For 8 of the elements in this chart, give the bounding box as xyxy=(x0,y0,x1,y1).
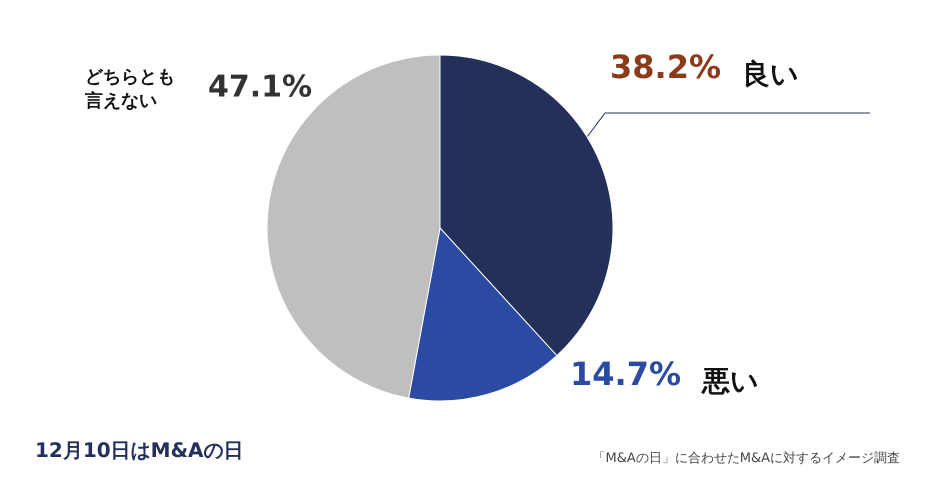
slice-label: 良い xyxy=(742,58,799,90)
slice-label: どちらとも言えない xyxy=(84,66,175,112)
slice-label: 悪い xyxy=(701,364,759,398)
data-label: 14.7% xyxy=(570,355,682,393)
data-label: 47.1% xyxy=(208,70,312,104)
text: 「M&Aの日」に合わせたM&Aに対するイメージ調査 xyxy=(592,450,900,466)
text: 12月10日はM&Aの日 xyxy=(35,438,244,462)
data-label: 38.2% xyxy=(610,48,722,86)
